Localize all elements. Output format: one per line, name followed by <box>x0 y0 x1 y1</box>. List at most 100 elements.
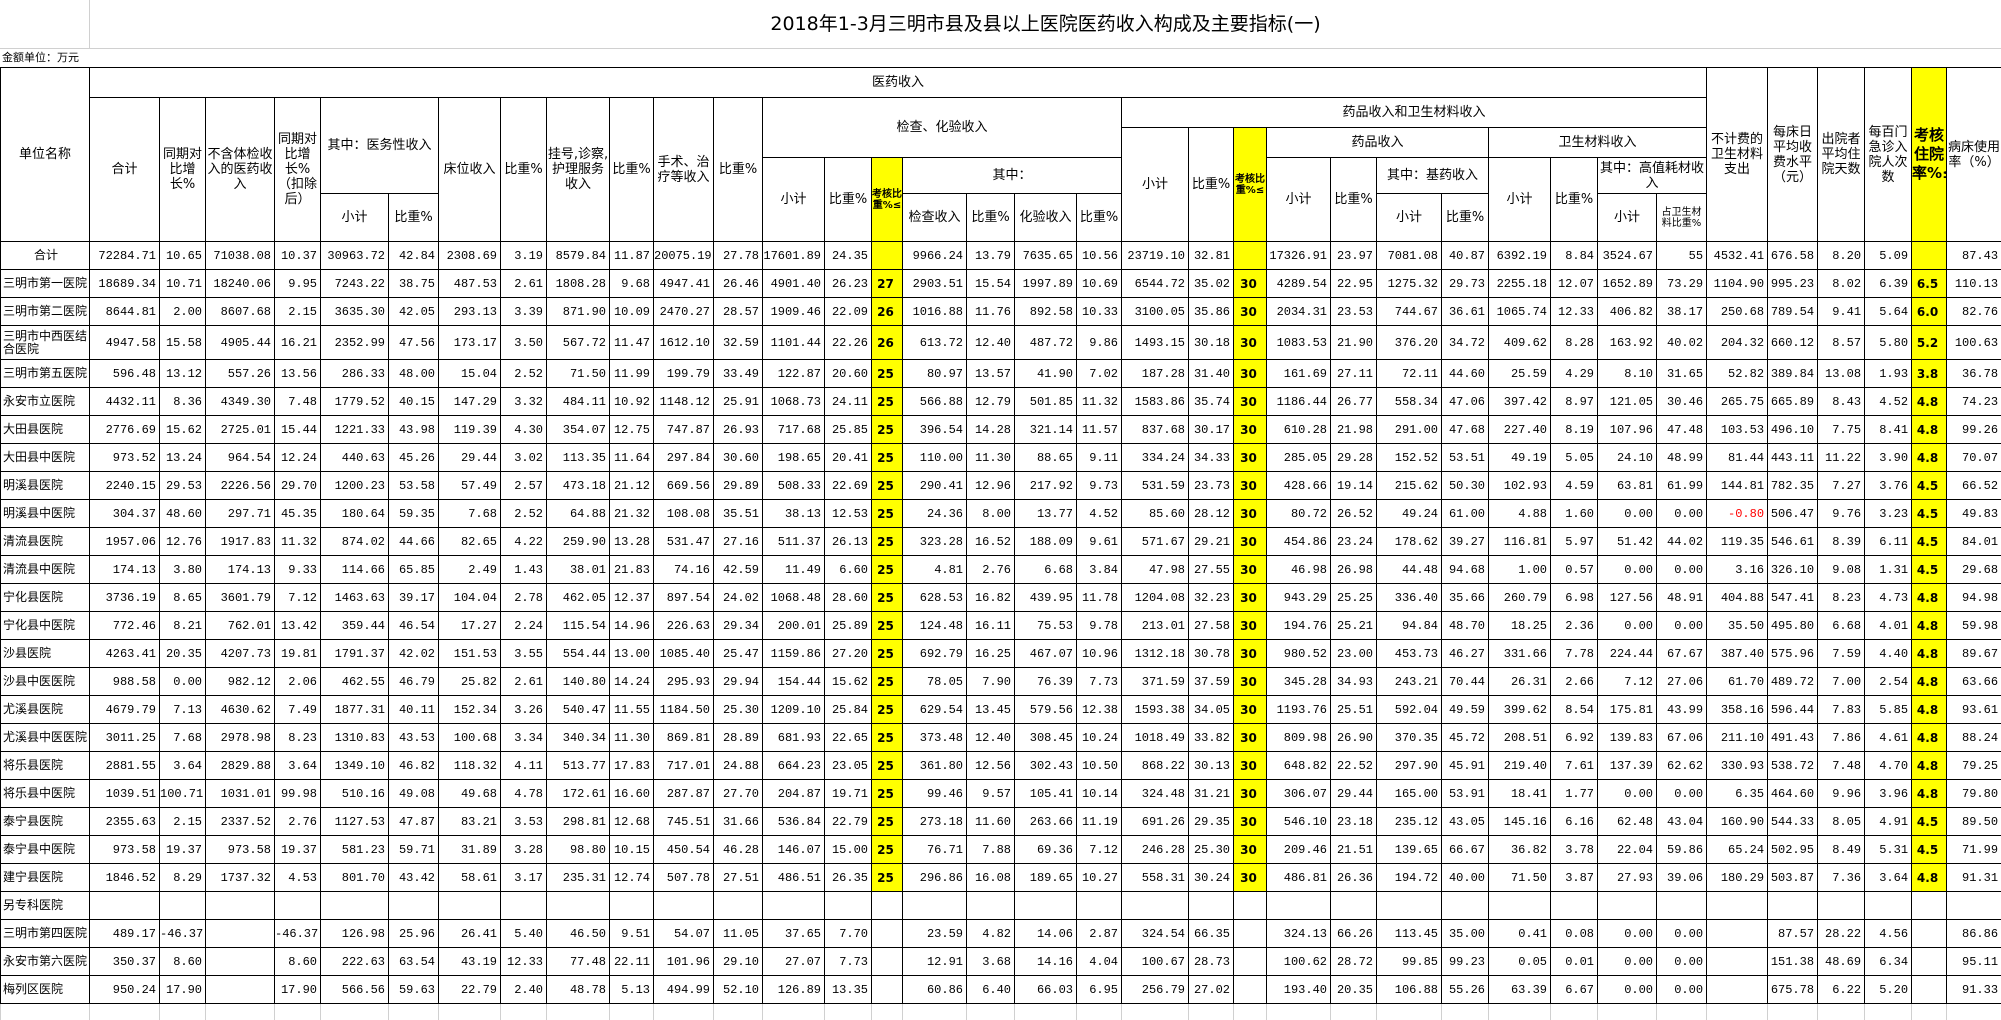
assessment-limit-cell: 4.5 <box>1912 472 1947 500</box>
value-cell: 113.45 <box>1377 920 1442 948</box>
value-cell: 296.86 <box>903 864 967 892</box>
value-cell: 566.56 <box>321 976 389 1004</box>
value-cell: 5.05 <box>1551 444 1598 472</box>
value-cell: 2337.52 <box>206 808 275 836</box>
value-cell: 323.28 <box>903 528 967 556</box>
value-cell: 513.77 <box>547 752 610 780</box>
header-share-of-material: 占卫生材料比重% <box>1657 194 1707 242</box>
value-cell: 26.41 <box>439 920 501 948</box>
value-cell: 782.35 <box>1768 472 1818 500</box>
value-cell: 3.23 <box>1865 500 1912 528</box>
value-cell: 4.01 <box>1865 612 1912 640</box>
value-cell: 2226.56 <box>206 472 275 500</box>
header-exam-assess: 考核比重%≤ <box>872 158 903 242</box>
value-cell: 39.17 <box>389 584 439 612</box>
value-cell: 23.18 <box>1331 808 1377 836</box>
value-cell: 0.00 <box>1657 920 1707 948</box>
header-essential-ratio: 比重% <box>1442 194 1489 242</box>
value-cell: 102.93 <box>1489 472 1551 500</box>
value-cell: 78.05 <box>903 668 967 696</box>
value-cell: 334.24 <box>1122 444 1189 472</box>
value-cell <box>275 892 321 920</box>
unit-name-cell: 明溪县中医院 <box>1 500 90 528</box>
value-cell: 1085.40 <box>654 640 714 668</box>
value-cell: 988.58 <box>90 668 160 696</box>
value-cell: 1957.06 <box>90 528 160 556</box>
value-cell: 27.58 <box>1189 612 1234 640</box>
value-cell: 48.00 <box>389 360 439 388</box>
value-cell: 1997.89 <box>1015 270 1077 298</box>
value-cell: 139.65 <box>1377 836 1442 864</box>
value-cell: 1.93 <box>1865 360 1912 388</box>
value-cell: 3.64 <box>1865 864 1912 892</box>
value-cell: 115.54 <box>547 612 610 640</box>
value-cell: 2034.31 <box>1267 298 1331 326</box>
sheet-title-row: 2018年1-3月三明市县及县以上医院医药收入构成及主要指标(一) <box>0 0 2001 49</box>
value-cell: 147.29 <box>439 388 501 416</box>
value-cell: 489.72 <box>1768 668 1818 696</box>
value-cell: 12.96 <box>967 472 1015 500</box>
value-cell: 2.15 <box>275 298 321 326</box>
value-cell <box>321 892 389 920</box>
value-cell: 11.47 <box>610 326 654 360</box>
assessment-limit-cell: 30 <box>1234 326 1267 360</box>
value-cell: 14.16 <box>1015 948 1077 976</box>
value-cell: 6.39 <box>1865 270 1912 298</box>
value-cell: 324.13 <box>1267 920 1331 948</box>
value-cell: 874.02 <box>321 528 389 556</box>
unit-name-cell: 三明市第一医院 <box>1 270 90 298</box>
value-cell: 610.28 <box>1267 416 1331 444</box>
value-cell: 209.46 <box>1267 836 1331 864</box>
value-cell: 16.60 <box>610 780 654 808</box>
value-cell: 20.35 <box>160 640 206 668</box>
value-cell: 4289.54 <box>1267 270 1331 298</box>
value-cell: 1221.33 <box>321 416 389 444</box>
value-cell: 26.98 <box>1331 556 1377 584</box>
header-medical-income: 医药收入 <box>90 68 1707 98</box>
value-cell: 47.06 <box>1442 388 1489 416</box>
unit-name-cell: 将乐县中医院 <box>1 780 90 808</box>
empty-cell <box>903 1004 967 1020</box>
value-cell: 0.00 <box>1598 612 1657 640</box>
value-cell: 4.61 <box>1865 724 1912 752</box>
value-cell: 571.67 <box>1122 528 1189 556</box>
value-cell: 11.05 <box>714 920 763 948</box>
value-cell: 0.00 <box>1657 976 1707 1004</box>
value-cell: 19.37 <box>160 836 206 864</box>
assessment-limit-cell: 30 <box>1234 808 1267 836</box>
value-cell: 127.56 <box>1598 584 1657 612</box>
value-cell: 25.89 <box>825 612 872 640</box>
value-cell: 16.25 <box>967 640 1015 668</box>
value-cell: 66.35 <box>1189 920 1234 948</box>
value-cell: 2.76 <box>275 808 321 836</box>
value-cell: 29.68 <box>1947 556 2001 584</box>
value-cell: 660.12 <box>1768 326 1818 360</box>
value-cell: 16.52 <box>967 528 1015 556</box>
value-cell: 30.13 <box>1189 752 1234 780</box>
value-cell: 326.10 <box>1768 556 1818 584</box>
value-cell: 557.26 <box>206 360 275 388</box>
value-cell: 194.76 <box>1267 612 1331 640</box>
assessment-limit-cell: 25 <box>872 500 903 528</box>
value-cell: 8.54 <box>1551 696 1598 724</box>
value-cell: 83.21 <box>439 808 501 836</box>
value-cell: 464.60 <box>1768 780 1818 808</box>
value-cell: 2829.88 <box>206 752 275 780</box>
empty-cell <box>547 1004 610 1020</box>
empty-cell <box>501 1004 547 1020</box>
value-cell: 243.21 <box>1377 668 1442 696</box>
value-cell: 101.96 <box>654 948 714 976</box>
value-cell <box>1267 892 1331 920</box>
assessment-limit-cell: 30 <box>1234 836 1267 864</box>
value-cell: 31.21 <box>1189 780 1234 808</box>
value-cell: 273.18 <box>903 808 967 836</box>
assessment-limit-cell: 4.8 <box>1912 444 1947 472</box>
value-cell: 1209.10 <box>763 696 825 724</box>
value-cell: 25.25 <box>1331 584 1377 612</box>
value-cell: 8.57 <box>1818 326 1865 360</box>
value-cell: 213.01 <box>1122 612 1189 640</box>
